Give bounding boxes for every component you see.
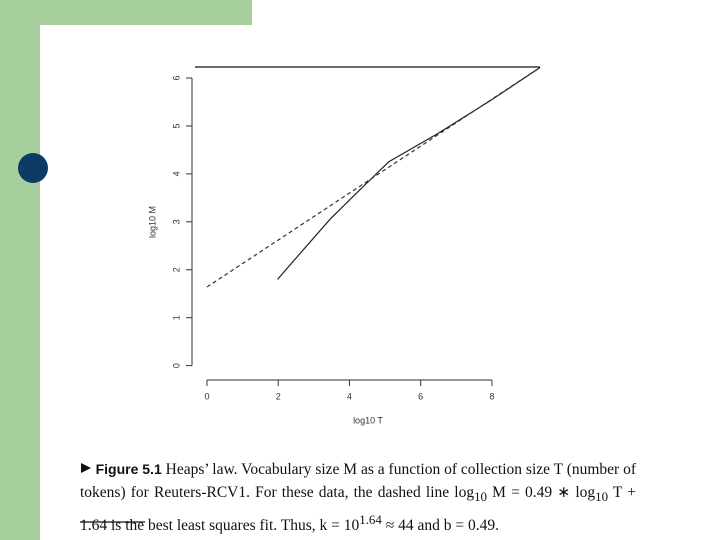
side-band — [0, 0, 40, 540]
y-tick-label: 2 — [171, 267, 181, 272]
caption-text: T + 1.64 is the best least squares fit. … — [80, 484, 636, 535]
y-tick-label: 6 — [171, 76, 181, 81]
top-band — [0, 0, 252, 25]
data-line — [277, 66, 541, 280]
superscript: 1.64 — [359, 512, 382, 528]
data-line — [206, 66, 541, 288]
y-axis-title: log10 M — [147, 206, 157, 238]
subscript: 10 — [474, 489, 487, 505]
content-area — [40, 25, 720, 540]
figure-label: Figure 5.1 — [95, 461, 162, 477]
x-tick-label: 6 — [418, 391, 423, 401]
x-tick-label: 4 — [347, 391, 352, 401]
caption-text: Heaps’ law. Vocabulary size M as a funct… — [80, 461, 637, 501]
caption-text: M = 0.49 ∗ log — [487, 484, 596, 501]
y-tick-label: 0 — [171, 363, 181, 368]
y-tick-label: 1 — [171, 315, 181, 320]
y-tick-label: 3 — [171, 219, 181, 224]
caption-arrow — [81, 463, 91, 473]
x-tick-label: 0 — [204, 391, 209, 401]
caption-text: ≈ 44 and b = 0.49. — [381, 517, 499, 535]
bullet-circle — [18, 153, 48, 183]
x-axis-title: log10 T — [353, 415, 383, 425]
y-tick-label: 5 — [171, 123, 181, 128]
caption: Figure 5.1 Heaps’ law. Vocabulary size M… — [80, 458, 636, 537]
x-tick-label: 2 — [276, 391, 281, 401]
subscript: 10 — [595, 489, 609, 505]
y-tick-label: 4 — [171, 171, 181, 176]
x-tick-label: 8 — [489, 391, 494, 401]
